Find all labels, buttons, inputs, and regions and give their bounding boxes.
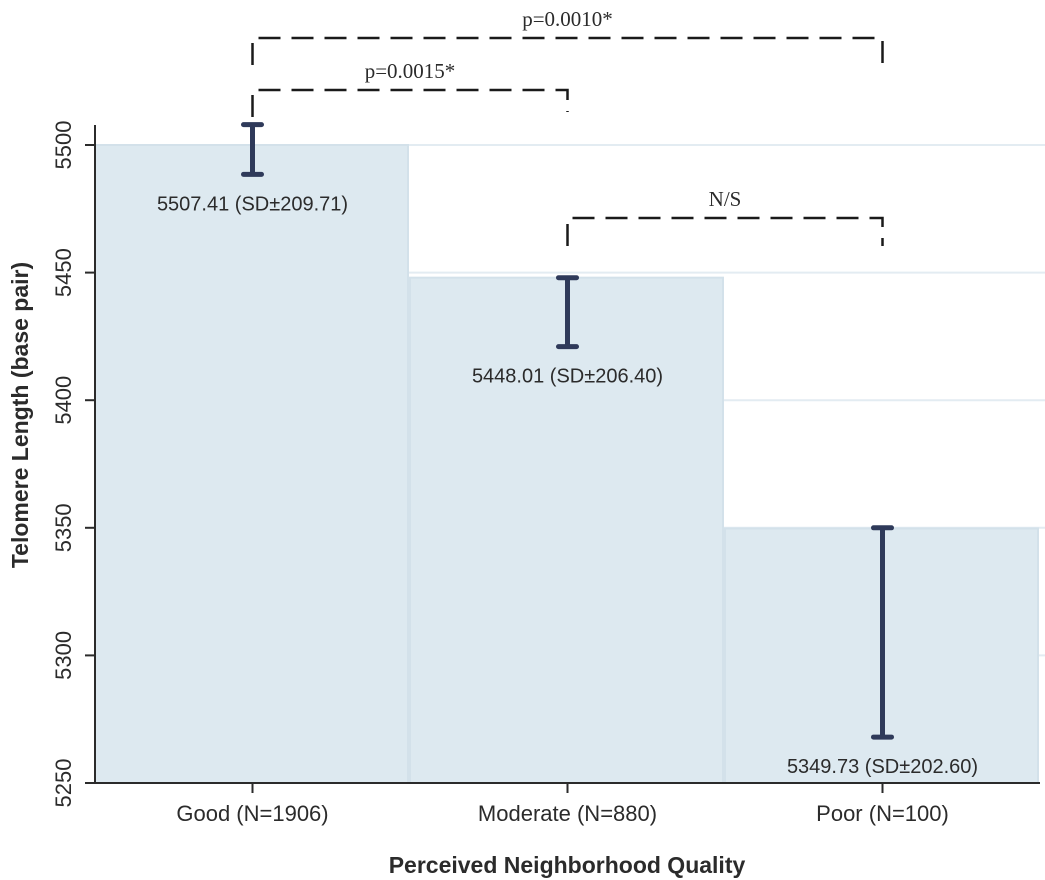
data-label: 5349.73 (SD±202.60) (787, 756, 978, 778)
x-axis-title: Perceived Neighborhood Quality (389, 852, 746, 878)
y-tick-label: 5450 (51, 248, 76, 297)
y-axis-title: Telomere Length (base pair) (7, 262, 33, 568)
x-tick-label: Poor (N=100) (816, 801, 949, 826)
y-ticks: 5250 5300 5350 5400 5450 5500 (51, 121, 95, 808)
y-tick-label: 5300 (51, 631, 76, 680)
data-label: 5507.41 (SD±209.71) (157, 193, 348, 215)
significance-label: N/S (709, 187, 742, 211)
error-bars (241, 122, 894, 740)
data-labels: 5507.41 (SD±209.71) 5448.01 (SD±206.40) 53… (157, 193, 978, 778)
significance-bracket (566, 216, 884, 246)
y-tick-label: 5350 (51, 503, 76, 552)
significance-label: p=0.0010* (522, 7, 613, 31)
x-tick-label: Good (N=1906) (176, 801, 328, 826)
bar (409, 276, 724, 784)
y-tick-label: 5400 (51, 376, 76, 425)
bar (94, 144, 409, 784)
bars (94, 144, 1039, 784)
data-label: 5448.01 (SD±206.40) (472, 366, 663, 388)
y-tick-label: 5500 (51, 121, 76, 170)
significance-bracket (251, 36, 884, 66)
significance-label: p=0.0015* (365, 59, 456, 83)
significance-brackets: p=0.0015* p=0.0010* N/S (251, 7, 884, 246)
significance-bracket (251, 88, 569, 117)
x-ticks: Good (N=1906) Moderate (N=880) Poor (N=100… (176, 783, 949, 826)
y-tick-label: 5250 (51, 759, 76, 808)
x-tick-label: Moderate (N=880) (478, 801, 657, 826)
